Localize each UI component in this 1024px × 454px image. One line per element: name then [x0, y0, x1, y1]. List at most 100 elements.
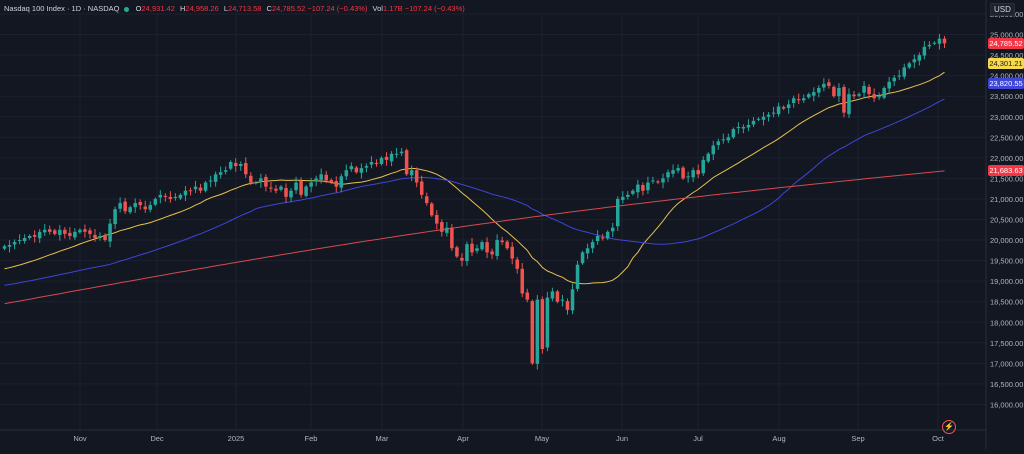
candle-body: [178, 194, 183, 199]
candle-body: [631, 190, 635, 194]
time-tick-label: May: [535, 434, 549, 443]
last-price-tag: 24,785.52: [988, 37, 1024, 49]
candle-body: [128, 207, 132, 213]
candle-body: [409, 170, 414, 176]
candle-body: [465, 244, 469, 262]
candle-body: [299, 181, 303, 195]
candle-body: [440, 222, 444, 232]
candle-body: [228, 161, 233, 169]
candle-body: [249, 175, 253, 183]
candle-body: [143, 206, 148, 210]
candle-body: [832, 86, 836, 97]
price-tick-label: 18,000.00: [990, 318, 1023, 327]
candle-body: [651, 180, 655, 182]
candle-body: [78, 229, 82, 233]
candle-body: [585, 248, 590, 254]
candle-body: [208, 180, 213, 182]
price-tick-label: 25,000.00: [990, 31, 1023, 40]
candle-body: [32, 234, 37, 237]
time-tick-label: 2025: [228, 434, 245, 443]
candle-body: [852, 94, 856, 97]
candle-body: [756, 118, 761, 120]
candle-body: [309, 182, 313, 187]
candle-body: [877, 96, 881, 98]
candle-body: [233, 162, 238, 167]
candle-body: [379, 157, 384, 165]
candle-body: [374, 162, 379, 165]
candle-body: [746, 124, 751, 128]
time-tick-label: Aug: [772, 434, 785, 443]
candle-body: [294, 182, 298, 191]
candle-body: [907, 63, 912, 68]
candle-body: [274, 188, 278, 191]
candle-body: [304, 186, 308, 196]
candle-body: [520, 268, 525, 294]
candle-body: [796, 99, 801, 101]
time-tick-label: Mar: [376, 434, 389, 443]
candle-body: [223, 170, 228, 172]
candle-body: [580, 252, 585, 264]
candle-body: [259, 178, 263, 183]
candle-body: [807, 94, 811, 98]
candle-body: [133, 203, 137, 208]
candle-body: [600, 237, 605, 239]
candle-body: [58, 229, 62, 235]
candle-body: [766, 114, 771, 117]
candle-body: [786, 104, 791, 109]
change-value: −107.24 (−0.43%): [307, 4, 368, 13]
candle-body: [394, 153, 399, 155]
candle-body: [661, 178, 665, 183]
candle-body: [656, 181, 660, 183]
price-tick-label: 20,000.00: [990, 236, 1023, 245]
high-value: 24,958.26: [185, 4, 219, 13]
ma-mid-tag: 23,820.55: [988, 77, 1024, 89]
candle-body: [641, 185, 645, 191]
open-value: 24,931.42: [141, 4, 175, 13]
candle-body: [344, 170, 349, 177]
candle-body: [776, 106, 781, 115]
candle-body: [887, 81, 891, 89]
candle-body: [882, 87, 886, 98]
candle-body: [198, 187, 203, 191]
candle-body: [897, 75, 902, 77]
low-value: 24,713.58: [228, 4, 262, 13]
candle-body: [525, 292, 530, 300]
candle-body: [872, 94, 876, 99]
candle-body: [153, 198, 158, 205]
lightning-icon[interactable]: ⚡: [942, 420, 956, 434]
candle-body: [203, 182, 208, 191]
candle-body: [696, 170, 700, 175]
candle-body: [460, 257, 464, 261]
candle-body: [419, 181, 424, 195]
currency-button[interactable]: USD: [990, 3, 1015, 16]
price-tick-label: 19,000.00: [990, 277, 1023, 286]
candle-body: [7, 244, 12, 247]
candle-body: [450, 227, 454, 249]
candle-body: [570, 289, 575, 311]
candle-body: [430, 203, 434, 216]
candle-body: [470, 243, 474, 253]
candle-body: [108, 223, 112, 242]
candle-body: [389, 153, 394, 162]
ma-mid-line: [4, 98, 945, 286]
candle-body: [726, 137, 731, 141]
time-tick-label: Jul: [693, 434, 703, 443]
close-label: C: [266, 4, 272, 13]
candle-body: [671, 170, 675, 174]
candle-body: [68, 232, 72, 236]
candle-body: [264, 176, 268, 187]
candle-body: [691, 170, 695, 178]
ma-short-line: [4, 71, 945, 285]
candle-body: [545, 297, 550, 348]
candle-body: [610, 227, 615, 232]
candle-body: [510, 246, 514, 259]
candle-body: [339, 176, 344, 188]
candle-body: [349, 166, 354, 170]
price-tick-label: 24,000.00: [990, 72, 1023, 81]
time-tick-label: Nov: [73, 434, 87, 443]
volume-change: −107.24 (−0.43%): [404, 4, 465, 13]
candle-body: [213, 174, 218, 182]
low-label: L: [223, 4, 229, 13]
